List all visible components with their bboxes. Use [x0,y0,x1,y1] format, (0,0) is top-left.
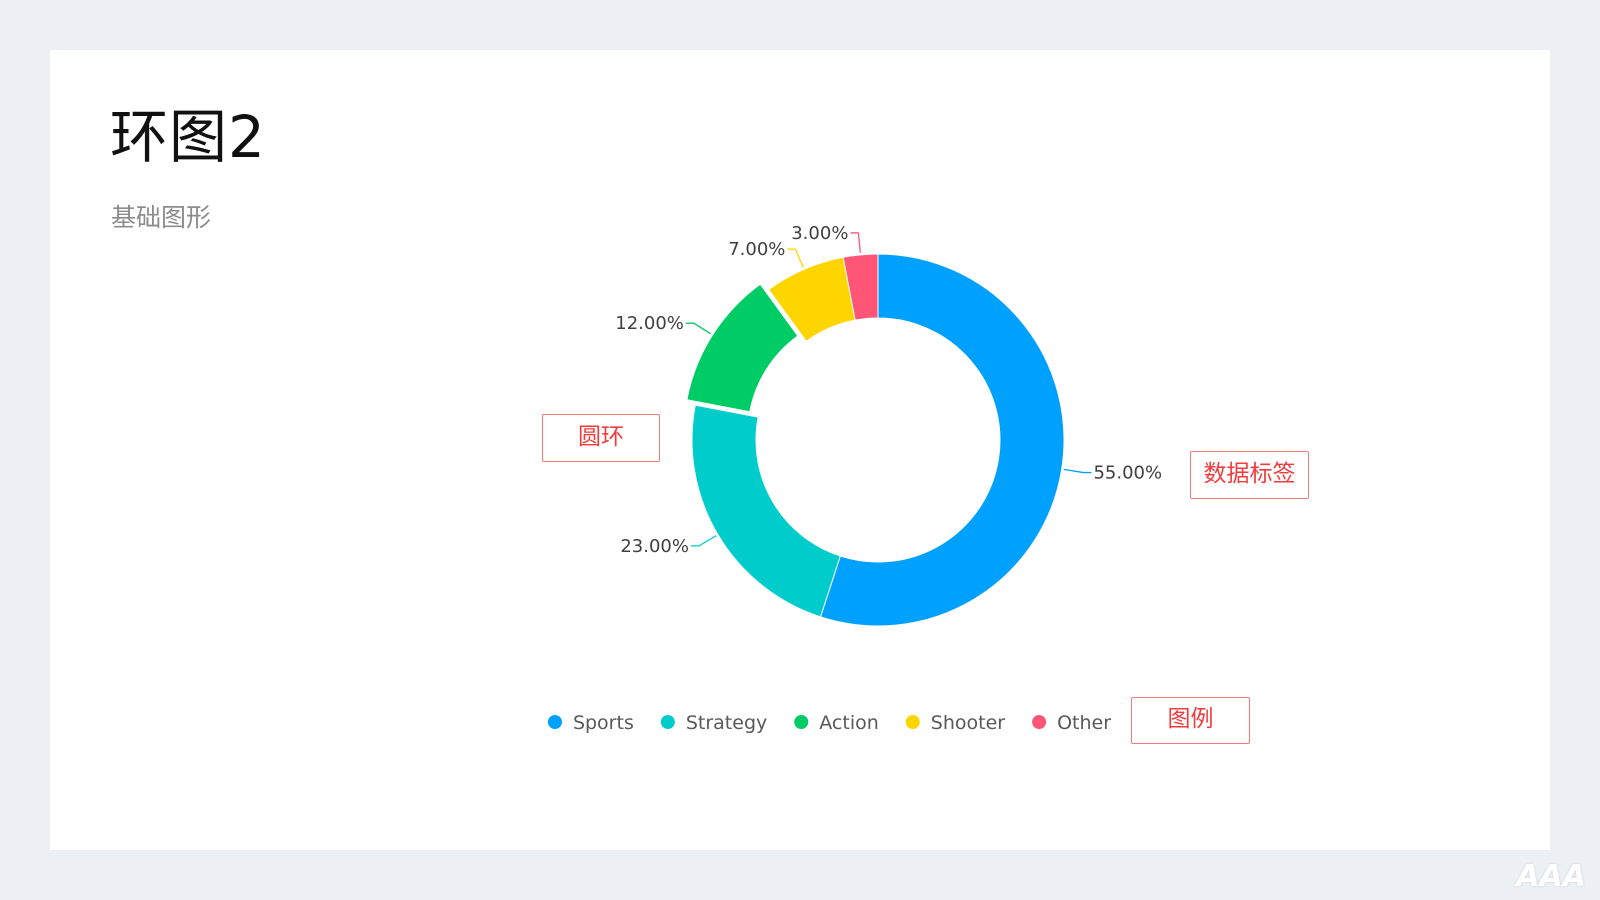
slice-sports[interactable] [819,253,1065,627]
page-subtitle: 基础图形 [111,203,212,232]
data-label-shooter: 7.00% [728,239,785,260]
data-label-strategy: 23.00% [620,536,689,557]
legend-label-shooter[interactable]: Shooter [931,712,1005,734]
legend-dot-sports[interactable] [547,715,562,729]
leader-line-action [685,322,712,335]
slice-other[interactable] [842,253,879,321]
slice-strategy[interactable] [691,404,841,618]
leader-line-other [850,232,861,253]
page-title: 环图2 [110,103,266,171]
legend-label-strategy[interactable]: Strategy [686,712,767,734]
annotation-legend: 图例 [1131,697,1250,744]
legend-dot-strategy[interactable] [660,715,675,729]
annotation-data-label: 数据标签 [1190,451,1309,499]
data-label-action: 12.00% [615,313,684,334]
slice-action[interactable] [686,283,799,413]
legend-label-action[interactable]: Action [819,712,879,734]
legend-dot-action[interactable] [794,715,809,729]
leader-line-shooter [787,248,804,268]
legend-dot-other[interactable] [1032,715,1047,729]
leader-line-strategy [690,535,717,547]
watermark-logo: AAA [1516,859,1586,894]
legend-label-other[interactable]: Other [1057,712,1111,734]
data-label-other: 3.00% [791,223,848,244]
legend-dot-shooter[interactable] [905,715,920,729]
leader-line-sports [1063,468,1092,474]
data-label-sports: 55.00% [1093,463,1162,484]
annotation-ring: 圆环 [542,414,660,462]
legend-label-sports[interactable]: Sports [573,712,634,734]
